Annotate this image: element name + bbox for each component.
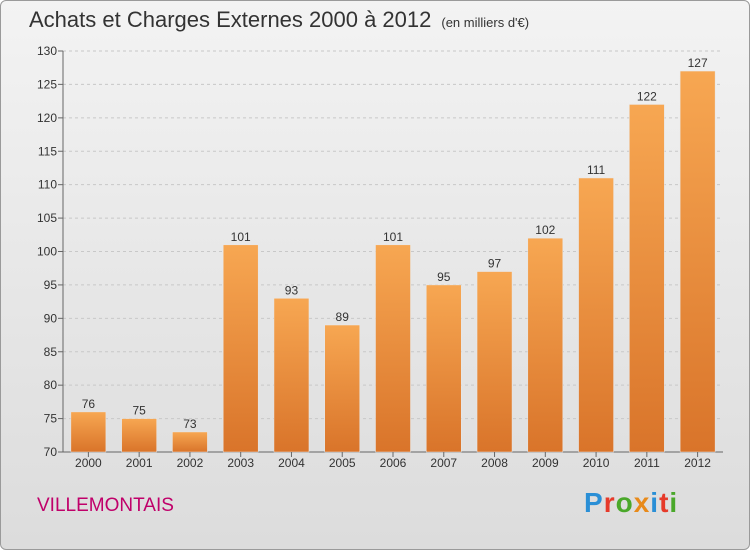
bar-2000 <box>70 411 107 453</box>
logo-letter: x <box>633 487 651 518</box>
y-tick-label: 90 <box>44 311 58 325</box>
x-tick-label-2008: 2008 <box>481 456 508 470</box>
x-tick-label-2006: 2006 <box>380 456 407 470</box>
x-tick-label-2007: 2007 <box>430 456 457 470</box>
bar-2012 <box>679 70 716 453</box>
logo-letter: i <box>650 487 660 518</box>
bar-2003 <box>222 244 259 453</box>
y-tick-label: 105 <box>37 211 57 225</box>
y-tick-label: 115 <box>38 144 57 158</box>
logo-letter: t <box>659 487 670 518</box>
x-tick-label-2010: 2010 <box>583 456 610 470</box>
data-label-2002: 73 <box>183 417 197 431</box>
y-tick-label: 85 <box>44 345 58 359</box>
y-tick-label: 130 <box>37 44 57 58</box>
logo-letter: o <box>615 487 634 518</box>
data-label-2006: 101 <box>383 230 403 244</box>
data-label-2008: 97 <box>488 257 502 271</box>
bar-2008 <box>476 271 513 453</box>
y-tick-label: 70 <box>44 445 58 459</box>
x-tick-label-2000: 2000 <box>75 456 102 470</box>
y-tick-label: 95 <box>44 278 58 292</box>
chart-title-text: Achats et Charges Externes 2000 à 2012 <box>29 7 432 32</box>
data-label-2005: 89 <box>336 310 350 324</box>
bar-2009 <box>527 237 564 453</box>
bar-2011 <box>629 104 665 453</box>
commune-name: VILLEMONTAIS <box>37 495 174 516</box>
y-tick-label: 125 <box>37 77 57 91</box>
bar-2010 <box>578 177 614 453</box>
data-label-2000: 76 <box>82 397 96 411</box>
data-label-2010: 111 <box>587 163 606 177</box>
x-tick-label-2011: 2011 <box>634 456 660 470</box>
x-tick-label-2003: 2003 <box>227 456 254 470</box>
logo-letter: i <box>669 487 679 518</box>
data-label-2007: 95 <box>437 270 451 284</box>
x-tick-label-2005: 2005 <box>329 456 356 470</box>
data-label-2001: 75 <box>132 404 146 418</box>
data-label-2012: 127 <box>688 56 708 70</box>
proxiti-logo: Proxiti <box>584 487 678 519</box>
bar-2005 <box>324 324 360 453</box>
bar-2004 <box>273 298 310 453</box>
x-tick-label-2009: 2009 <box>532 456 559 470</box>
y-tick-label: 75 <box>44 412 58 426</box>
bar-2002 <box>172 431 208 453</box>
x-tick-label-2002: 2002 <box>177 456 204 470</box>
y-tick-label: 110 <box>38 178 57 192</box>
data-label-2004: 93 <box>285 283 299 297</box>
chart-title: Achats et Charges Externes 2000 à 2012 (e… <box>29 7 529 33</box>
bar-2007 <box>426 284 462 453</box>
chart-subtitle: (en milliers d'€) <box>441 15 530 30</box>
bar-2006 <box>375 244 411 453</box>
data-label-2011: 122 <box>637 89 657 103</box>
y-tick-label: 100 <box>37 245 57 259</box>
logo-letter: r <box>603 487 616 518</box>
x-tick-label-2001: 2001 <box>126 456 153 470</box>
y-tick-label: 120 <box>37 111 57 125</box>
bar-2001 <box>121 418 157 453</box>
x-tick-label-2012: 2012 <box>684 456 711 470</box>
y-tick-label: 80 <box>44 378 58 392</box>
logo-letter: P <box>584 487 604 518</box>
data-label-2009: 102 <box>535 223 555 237</box>
data-label-2003: 101 <box>231 230 251 244</box>
x-tick-label-2004: 2004 <box>278 456 305 470</box>
